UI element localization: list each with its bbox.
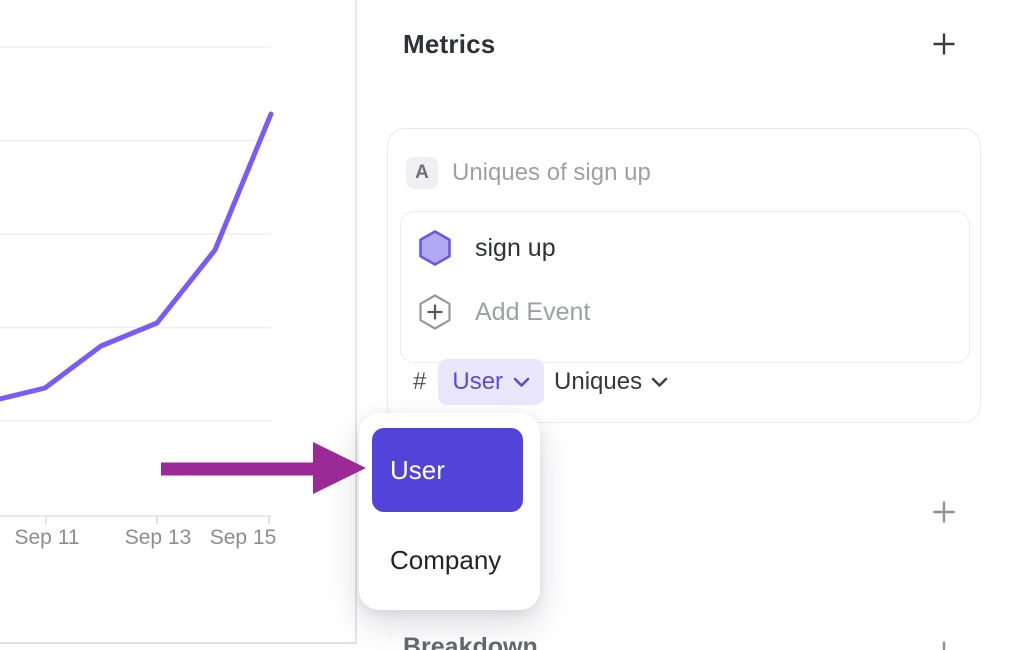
events-card: sign up Add Event xyxy=(400,211,970,363)
add-event-label: Add Event xyxy=(475,297,591,326)
dropdown-option-company[interactable]: Company xyxy=(390,544,502,575)
x-axis-label: Sep 11 xyxy=(14,526,80,549)
add-breakdown-icon[interactable] xyxy=(931,639,957,650)
metric-card: A sign up Add Event # User xyxy=(387,128,981,423)
chevron-down-icon xyxy=(651,377,668,387)
x-axis-label: Sep 15 xyxy=(209,526,277,549)
chart-panel: Sep 11 Sep 13 Sep 15 xyxy=(0,0,357,644)
metric-name-input[interactable] xyxy=(452,157,932,189)
entity-dropdown-menu: User Company xyxy=(359,413,540,610)
event-row-sign-up[interactable]: sign up xyxy=(417,229,556,267)
aggregation-value: Uniques xyxy=(554,368,643,395)
measurement-row: # User Uniques xyxy=(413,359,668,405)
entity-value: User xyxy=(452,368,504,395)
dropdown-option-user[interactable]: User xyxy=(372,428,523,512)
hexagon-plus-icon xyxy=(419,294,451,330)
entity-dropdown-trigger[interactable]: User xyxy=(438,359,545,405)
line-chart xyxy=(0,46,274,524)
add-metric-icon[interactable] xyxy=(931,31,957,57)
chevron-down-icon xyxy=(513,377,530,387)
breakdown-section-title: Breakdown xyxy=(403,633,538,650)
hash-symbol: # xyxy=(413,368,427,395)
hexagon-event-icon xyxy=(419,230,451,266)
event-label: sign up xyxy=(475,233,556,262)
metrics-section-title: Metrics xyxy=(403,29,496,59)
add-filter-icon[interactable] xyxy=(931,499,957,525)
aggregation-dropdown-trigger[interactable]: Uniques xyxy=(554,368,668,396)
x-axis-label: Sep 13 xyxy=(124,526,192,549)
metric-badge: A xyxy=(406,157,438,189)
add-event-button[interactable]: Add Event xyxy=(417,293,590,331)
